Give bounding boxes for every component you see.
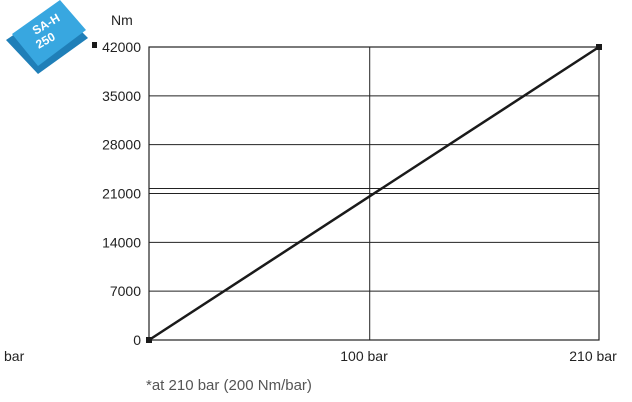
y-tick-label: 7000 [110,283,141,299]
x-axis-ticks: bar 100 bar 210 bar [4,348,617,364]
y-axis-unit-label: Nm [111,12,133,28]
series-layer [146,44,602,343]
x-tick-label: 100 bar [340,348,388,364]
y-tick-label: 14000 [102,234,141,250]
y-tick-label: 35000 [102,88,141,104]
x-tick-label: bar [4,348,25,364]
y-tick-label: 42000 [102,39,141,55]
x-tick-label: 210 bar [569,348,617,364]
product-badge: SA-H 250 [6,0,88,74]
data-point [146,337,152,343]
series-line [148,45,600,342]
y-tick-label: 0 [133,332,141,348]
data-point [596,44,602,50]
y-tick-label: 21000 [102,186,141,202]
badge-connector-dot [92,42,97,48]
y-tick-label: 28000 [102,137,141,153]
footnote: *at 210 bar (200 Nm/bar) [146,377,312,394]
y-axis-ticks: 0 7000 14000 21000 28000 35000 42000 [102,39,141,348]
